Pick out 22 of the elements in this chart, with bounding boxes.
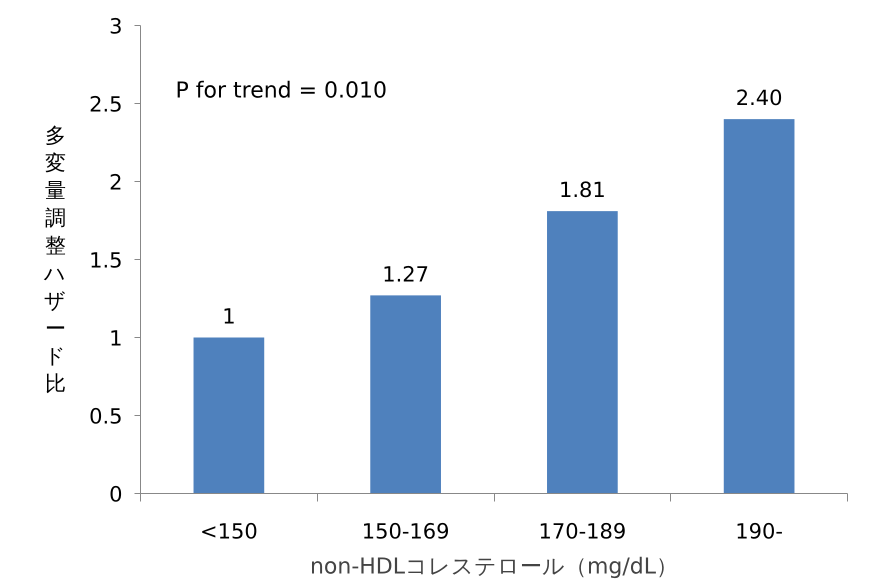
annotation: P for trend = 0.010 [176,78,388,104]
bar [194,338,264,494]
bar [547,211,618,494]
y-tick-label: 2.5 [89,92,123,116]
y-tick-label: 3 [109,14,123,38]
data-label: 1.27 [382,262,430,286]
data-label: 1 [222,304,236,328]
x-tick-label: 170-189 [538,520,626,544]
text: 多変量調整ハザード比 [44,123,66,396]
y-tick-label: 0 [109,482,123,506]
y-tick-label: 0.5 [89,404,123,428]
y-tick-label: 1.5 [89,248,123,272]
x-axis-title: non-HDLコレステロール（mg/dL） [310,554,678,580]
x-tick-label: 190- [735,520,783,544]
bar [724,119,794,494]
bar [370,295,441,494]
x-tick-label: 150-169 [362,520,450,544]
data-label: 1.81 [558,178,606,202]
y-tick-label: 1 [109,326,123,350]
x-tick-label: <150 [200,520,258,544]
y-tick-label: 2 [109,170,123,194]
data-label: 2.40 [736,86,783,110]
